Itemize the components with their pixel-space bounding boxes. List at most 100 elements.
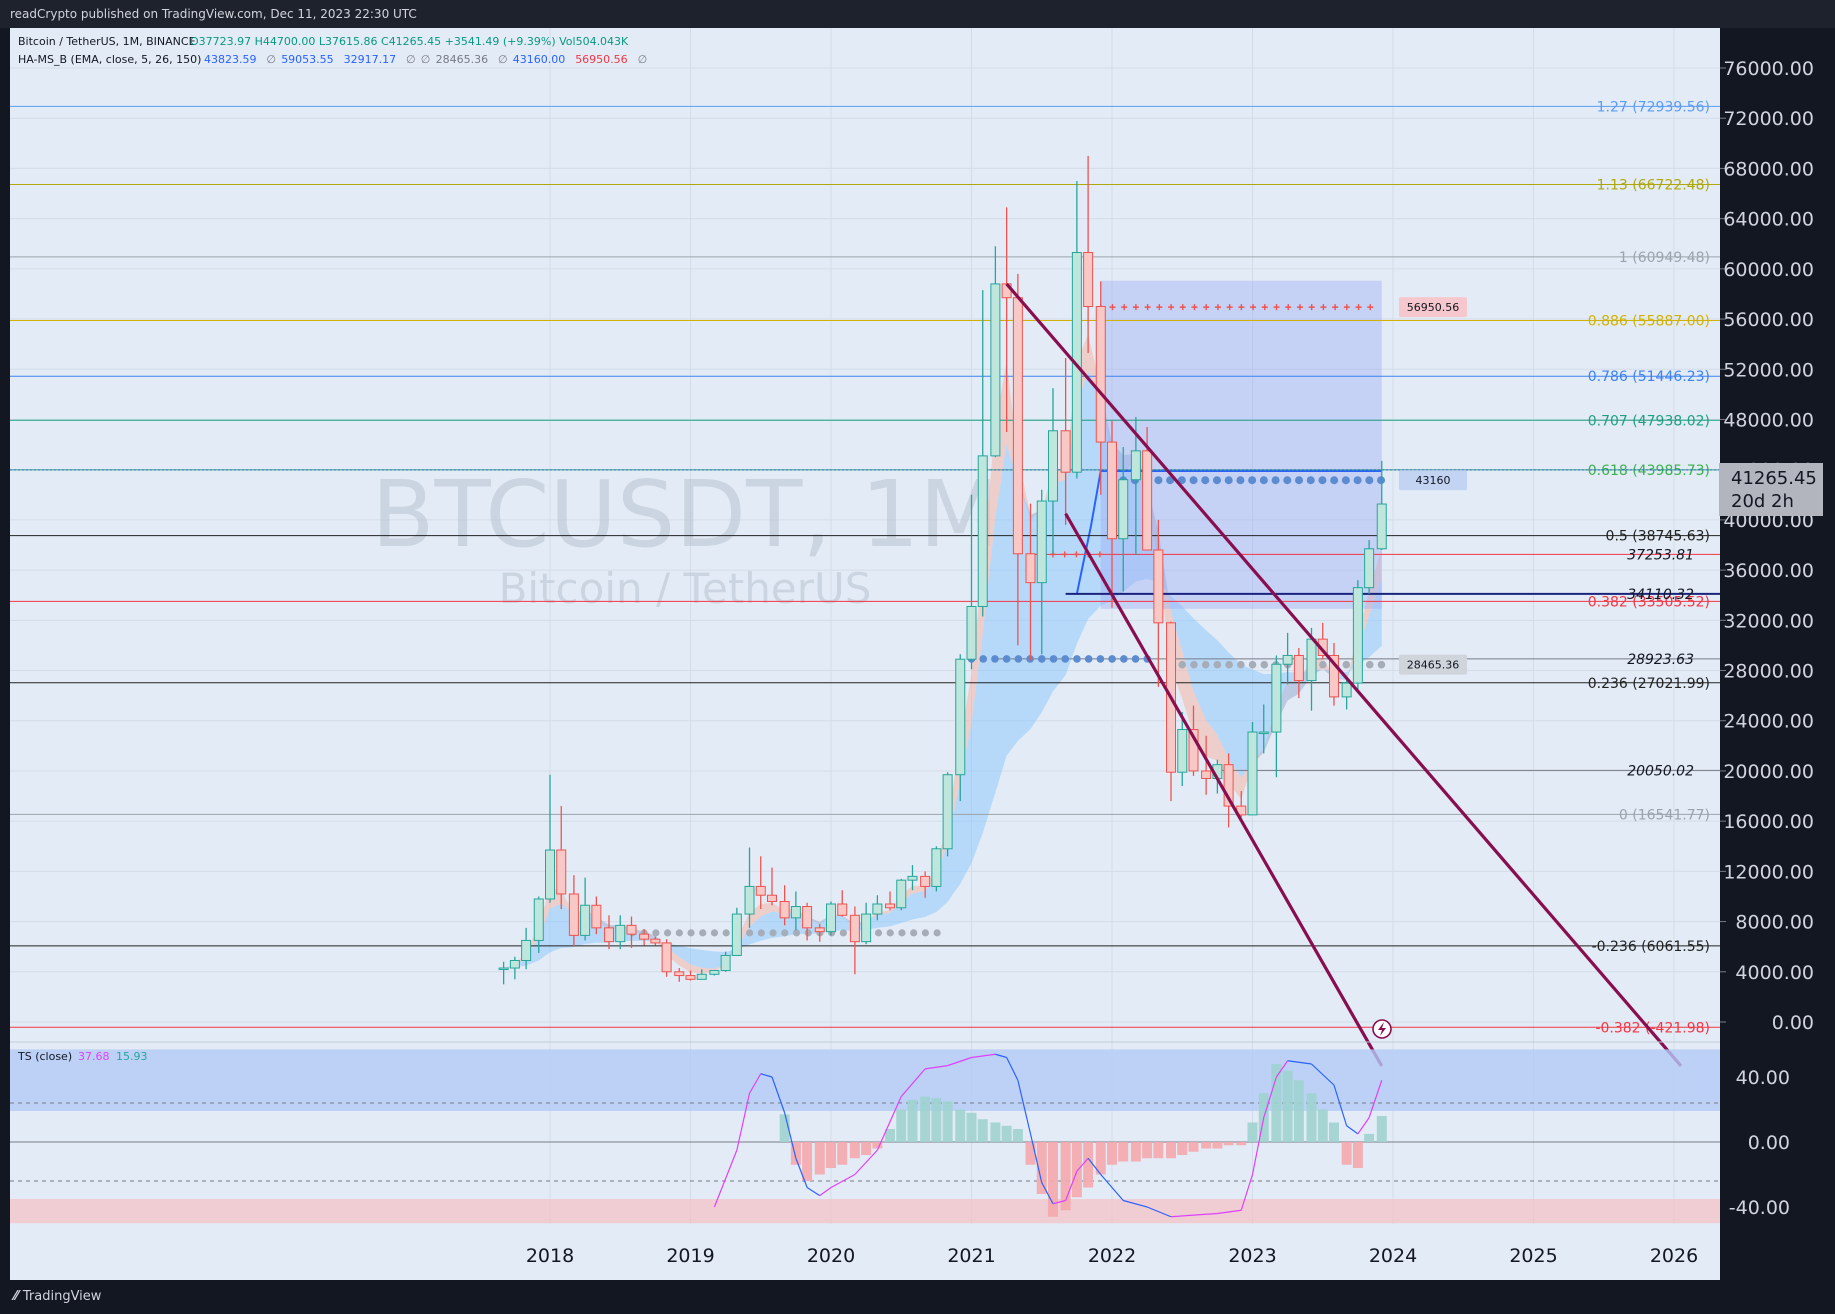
- candle-body: [533, 898, 544, 941]
- legend-indicator-value: 56950.56: [575, 53, 628, 66]
- price-axis-label: 28000.00: [1723, 661, 1814, 683]
- ts-histogram-bar: [955, 1109, 966, 1142]
- ts-histogram-bar: [1142, 1142, 1153, 1159]
- candle-body: [931, 848, 942, 887]
- candle-body: [604, 927, 615, 943]
- ts-axis[interactable]: 40.00 0.00 -40.00: [1729, 1067, 1790, 1219]
- fib-retracement[interactable]: 1.27 (72939.56) 1.13 (66722.48) 1 (60949.4…: [10, 99, 1720, 1036]
- candle-body: [802, 906, 813, 929]
- time-axis-label: 2020: [807, 1245, 855, 1267]
- legend-ts-value-2: 15.93: [116, 1050, 148, 1063]
- ts-axis-label: 0.00: [1748, 1132, 1790, 1154]
- price-mark-label: 37253.81: [1627, 547, 1694, 563]
- indicator-cross: [1109, 304, 1116, 311]
- price-tag-box: [1399, 654, 1467, 675]
- alert-lightning-icon[interactable]: [1372, 1019, 1392, 1039]
- ts-histogram-bar: [1012, 1129, 1023, 1142]
- indicator-cross: [1203, 304, 1210, 311]
- price-mark-label: 34110.32: [1627, 587, 1694, 603]
- time-axis-label: 2024: [1369, 1245, 1417, 1267]
- indicator-cross: [1096, 551, 1103, 558]
- fib-label: 1 (60949.48): [1619, 250, 1710, 266]
- ts-histogram-bar: [1001, 1125, 1012, 1142]
- price-axis-label: 64000.00: [1723, 209, 1814, 231]
- price-mark-lines: 37253.81 34110.32 28923.63 20050.02: [995, 547, 1720, 779]
- price-axis[interactable]: 76000.00 72000.00 68000.00 64000.00 60000.00…: [1720, 58, 1814, 1034]
- indicator-dot: [722, 929, 730, 937]
- indicator-dot: [1212, 476, 1221, 485]
- indicator-cross: [1367, 304, 1374, 311]
- indicator-dot: [1049, 655, 1058, 663]
- ts-histogram-bar: [1364, 1133, 1375, 1142]
- ts-histogram-bar: [1328, 1122, 1339, 1142]
- ts-histogram-bar: [1107, 1142, 1117, 1165]
- indicator-dot: [1073, 655, 1081, 663]
- ts-histogram-bar: [814, 1142, 825, 1175]
- candle-body: [1271, 663, 1282, 733]
- ts-line-segment: [971, 1053, 996, 1059]
- ts-histogram-bar: [1153, 1142, 1164, 1159]
- position-path: [1075, 469, 1382, 595]
- price-tag-box: [1399, 470, 1467, 491]
- ts-line-segment: [1275, 1060, 1289, 1078]
- candle-body: [591, 904, 602, 929]
- trend-channel[interactable]: [1005, 282, 1683, 1067]
- price-axis-label: 16000.00: [1723, 811, 1814, 833]
- indicator-dot: [1178, 660, 1187, 669]
- price-axis-label: 76000.00: [1723, 58, 1814, 80]
- indicator-dot: [1330, 476, 1339, 485]
- time-axis-label: 2023: [1228, 1245, 1276, 1267]
- price-tags: 56950.56 43160 28465.36: [1399, 297, 1467, 675]
- ts-line-segment: [795, 1158, 808, 1188]
- indicator-dot: [1236, 476, 1245, 485]
- legend-indicator-name: HA-MS_B (EMA, close, 5, 26, 150): [18, 53, 201, 66]
- ts-histogram-bar: [1118, 1142, 1129, 1162]
- candle-body: [1247, 731, 1258, 816]
- indicator-dot: [933, 929, 941, 937]
- ts-line-segment: [1041, 1182, 1054, 1205]
- fib-label: 0.236 (27021.99): [1588, 676, 1710, 692]
- chart-legend[interactable]: Bitcoin / TetherUS, 1M, BINANCE O37723.9…: [17, 35, 647, 1063]
- indicator-cross: [1261, 304, 1268, 311]
- time-axis[interactable]: 2018 2019 2020 2021 2022 2023 2024 2025 2026: [10, 1224, 1720, 1280]
- legend-indicator-value: 43823.59: [204, 53, 257, 66]
- time-axis-label: 2025: [1509, 1245, 1557, 1267]
- candle-body: [990, 283, 1001, 457]
- indicator-dot: [874, 929, 883, 937]
- price-tag-label: 56950.56: [1407, 301, 1460, 314]
- candle-body: [639, 933, 650, 940]
- candle-body: [1201, 770, 1212, 779]
- time-axis-background: [10, 1224, 1720, 1280]
- fib-label: 0.382 (33505.52): [1588, 594, 1710, 610]
- ts-histogram-bar: [1060, 1142, 1071, 1211]
- chart-area[interactable]: BTCUSDT, 1M Bitcoin / TetherUS 1.27 (729…: [0, 28, 1835, 1280]
- legend-indicator-value: ∅: [638, 53, 648, 66]
- candle-body: [1293, 654, 1304, 682]
- indicator-cross: [1061, 551, 1068, 558]
- candle-body: [1095, 306, 1106, 443]
- indicator-cross: [1343, 304, 1350, 311]
- ts-line-segment: [1217, 1209, 1242, 1215]
- ts-histogram-bar: [790, 1142, 801, 1165]
- candle-body: [1328, 654, 1339, 698]
- candle-body: [1306, 638, 1317, 682]
- candle-body: [661, 942, 672, 973]
- indicator-dot: [1259, 476, 1268, 485]
- ts-histogram-bar: [907, 1099, 918, 1142]
- indicator-dot: [1295, 476, 1304, 485]
- candle-body: [955, 658, 966, 776]
- candle-body: [744, 885, 755, 915]
- fib-label: 1.27 (72939.56): [1597, 99, 1710, 115]
- price-tag-box: [1399, 297, 1467, 318]
- candle-body: [1282, 654, 1293, 665]
- indicator-dot: [991, 655, 999, 663]
- ts-line-segment: [1065, 1171, 1078, 1201]
- indicator-dot: [910, 929, 918, 937]
- indicator-dot: [769, 929, 777, 937]
- candle-body: [885, 903, 896, 909]
- candle-body: [1025, 553, 1036, 584]
- ts-histogram-bar: [779, 1114, 790, 1142]
- indicator-dot: [1190, 660, 1198, 669]
- indicator-dot: [675, 929, 683, 937]
- ts-histogram-bar: [1071, 1142, 1082, 1198]
